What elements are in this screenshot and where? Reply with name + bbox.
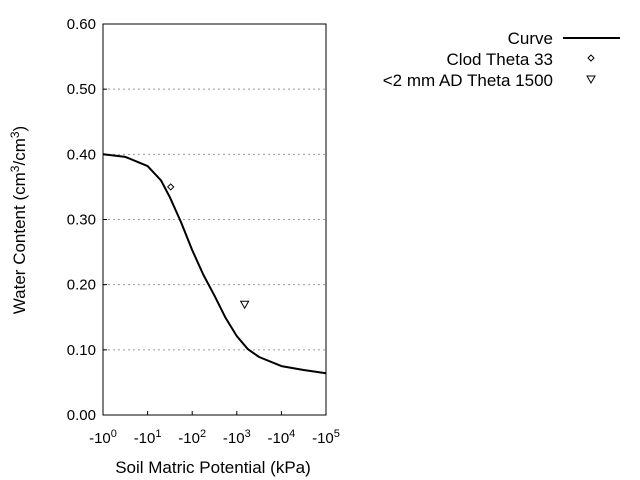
y-tick-label: 0.30: [67, 212, 96, 229]
legend-label-ad: <2 mm AD Theta 1500: [383, 71, 553, 90]
y-tick-label: 0.10: [67, 342, 96, 359]
legend-diamond-icon: [587, 54, 595, 62]
grid: [103, 88, 326, 351]
legend-label-clod: Clod Theta 33: [447, 50, 553, 69]
y-axis-label: Water Content (cm3/cm3): [8, 126, 29, 314]
x-tick-label: -103: [223, 428, 251, 447]
x-axis: -100 -101 -102 -103 -104 -105: [89, 411, 340, 447]
legend: Curve Clod Theta 33 <2 mm AD Theta 1500: [383, 29, 620, 90]
curve-line: [102, 153, 327, 375]
y-tick-label: 0.50: [67, 81, 96, 98]
x-tick-label: -100: [89, 428, 117, 447]
x-tick-label: -102: [178, 428, 206, 447]
x-tick-label: -101: [134, 428, 162, 447]
series-layer: [102, 153, 327, 375]
x-tick-label: -104: [267, 428, 295, 447]
x-axis-label: Soil Matric Potential (kPa): [115, 458, 311, 477]
diamond-marker: [167, 183, 175, 191]
legend-label-curve: Curve: [508, 29, 553, 48]
y-tick-label: 0.20: [67, 277, 96, 294]
triangle-down-marker: [239, 300, 250, 310]
y-tick-label: 0.40: [67, 146, 96, 163]
y-axis: 0.00 0.10 0.20 0.30 0.40 0.50 0.60: [67, 16, 107, 424]
legend-triangle-icon: [586, 75, 596, 85]
y-tick-label: 0.60: [67, 16, 96, 33]
y-tick-label: 0.00: [67, 407, 96, 424]
x-tick-label: -105: [312, 428, 340, 447]
plot-frame: [102, 23, 327, 416]
